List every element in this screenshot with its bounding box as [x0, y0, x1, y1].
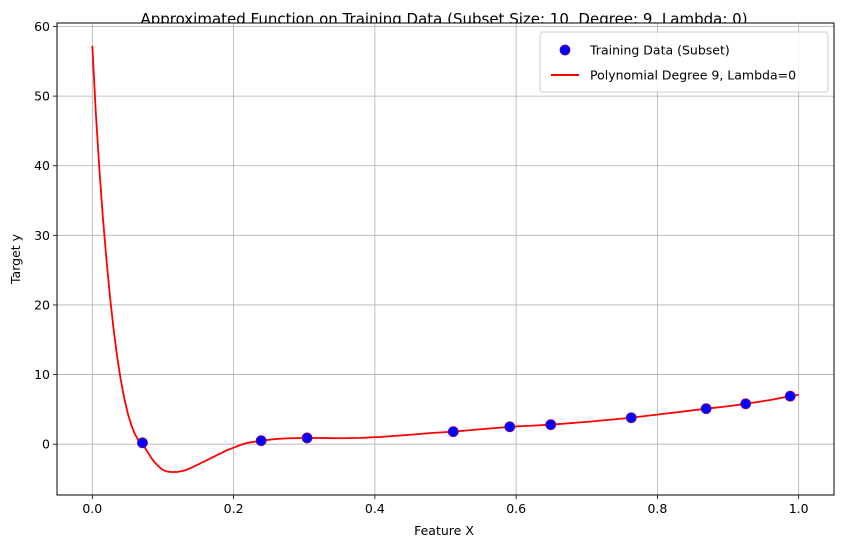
scatter-series	[137, 390, 796, 449]
plot-area	[57, 23, 834, 495]
y-tick-label: 30	[34, 228, 50, 243]
y-axis-ticks: 0 10 20 30 40 50 60	[34, 19, 57, 452]
legend-marker-scatter	[559, 44, 571, 56]
x-tick-label: 0.2	[224, 501, 244, 516]
plot-frame	[56, 22, 835, 496]
training-data-point	[137, 437, 148, 449]
line-series	[91, 45, 799, 473]
training-data-point	[545, 419, 557, 431]
x-tick-label: 0.0	[82, 501, 102, 516]
y-tick-label: 0	[42, 437, 50, 452]
x-axis-label: Feature X	[414, 523, 474, 538]
training-data-point	[740, 398, 752, 410]
grid	[57, 23, 834, 495]
y-axis-label: Target y	[8, 233, 23, 285]
training-data-point	[625, 412, 637, 424]
x-tick-label: 0.8	[647, 501, 667, 516]
training-data-point	[784, 390, 796, 402]
y-tick-label: 10	[34, 367, 50, 382]
x-axis-ticks: 0.0 0.2 0.4 0.6 0.8 1.0	[82, 495, 809, 516]
legend-label-line: Polynomial Degree 9, Lambda=0	[590, 68, 796, 83]
polynomial-fit-line	[91, 45, 799, 473]
y-tick-label: 40	[34, 158, 50, 173]
training-data-point	[504, 421, 516, 433]
training-data-point	[301, 432, 313, 444]
y-tick-label: 50	[34, 89, 50, 104]
legend-box	[539, 31, 829, 93]
x-tick-label: 0.6	[506, 501, 526, 516]
training-data-point	[447, 426, 459, 438]
training-data-point	[700, 403, 712, 415]
legend: Training Data (Subset) Polynomial Degree…	[539, 31, 829, 93]
y-tick-label: 20	[34, 297, 50, 312]
legend-label-scatter: Training Data (Subset)	[589, 43, 730, 58]
y-tick-label: 60	[34, 19, 50, 34]
x-tick-label: 0.4	[365, 501, 385, 516]
training-data-point	[255, 435, 267, 447]
x-tick-label: 1.0	[789, 501, 809, 516]
